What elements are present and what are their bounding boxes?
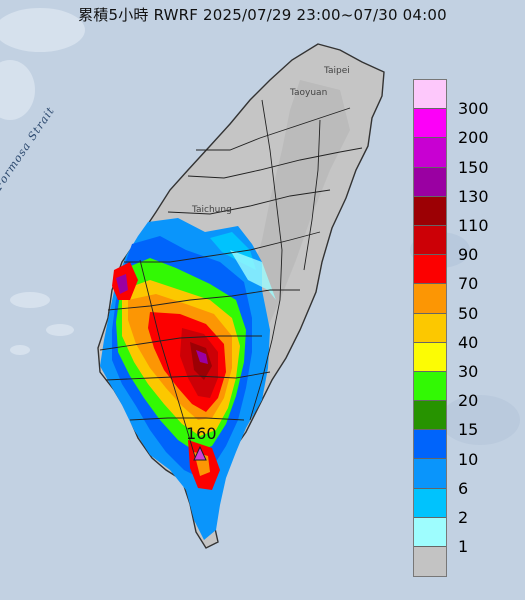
legend-label: 40 [458, 332, 479, 352]
max-value-label: 160 [186, 424, 217, 443]
legend-swatch [414, 313, 446, 343]
legend-label: 30 [458, 362, 479, 381]
rain-purple [196, 350, 208, 364]
color-legend [413, 79, 447, 578]
map-title: 累積5小時 RWRF 2025/07/29 23:00~07/30 04:00 [78, 6, 447, 24]
rain-westcoast-core [116, 274, 128, 294]
legend-label: 90 [458, 245, 479, 265]
legend-label: 20 [458, 391, 479, 411]
legend-swatch [414, 371, 446, 402]
legend-swatch [414, 255, 446, 285]
legend-label: 150 [458, 157, 489, 177]
place-label-taichung: Taichung [192, 205, 232, 215]
legend-swatch [414, 196, 446, 226]
place-label-taipei: Taipei [324, 66, 350, 76]
legend-swatch [414, 342, 446, 372]
legend-label: 10 [458, 449, 479, 469]
legend-label: 200 [458, 128, 489, 148]
legend-swatch [414, 284, 446, 314]
legend-label: 15 [458, 420, 479, 440]
legend-swatch [414, 517, 446, 547]
legend-swatch [414, 80, 446, 110]
legend-label: 130 [458, 186, 489, 206]
legend-swatch [414, 109, 446, 139]
place-label-taoyuan: Taoyuan [290, 88, 328, 98]
legend-label: 1 [458, 537, 469, 557]
legend-label: 6 [458, 478, 469, 498]
legend-label: 110 [458, 216, 489, 235]
legend-swatch [414, 167, 446, 197]
legend-swatch [414, 401, 446, 431]
admin-boundaries [99, 99, 363, 461]
legend-swatch [414, 488, 446, 518]
legend-swatch [414, 225, 446, 256]
legend-label: 70 [458, 274, 479, 294]
legend-swatch [414, 138, 446, 168]
legend-swatch [414, 430, 446, 460]
mountain-shading [246, 80, 350, 340]
legend-label: 300 [458, 99, 489, 119]
legend-swatch [414, 547, 446, 577]
legend-swatch [414, 459, 446, 489]
legend-label: 50 [458, 303, 479, 323]
max-value-marker-icon [193, 445, 207, 461]
rain-cyan-edge-2 [230, 250, 276, 300]
legend-label: 2 [458, 508, 469, 527]
